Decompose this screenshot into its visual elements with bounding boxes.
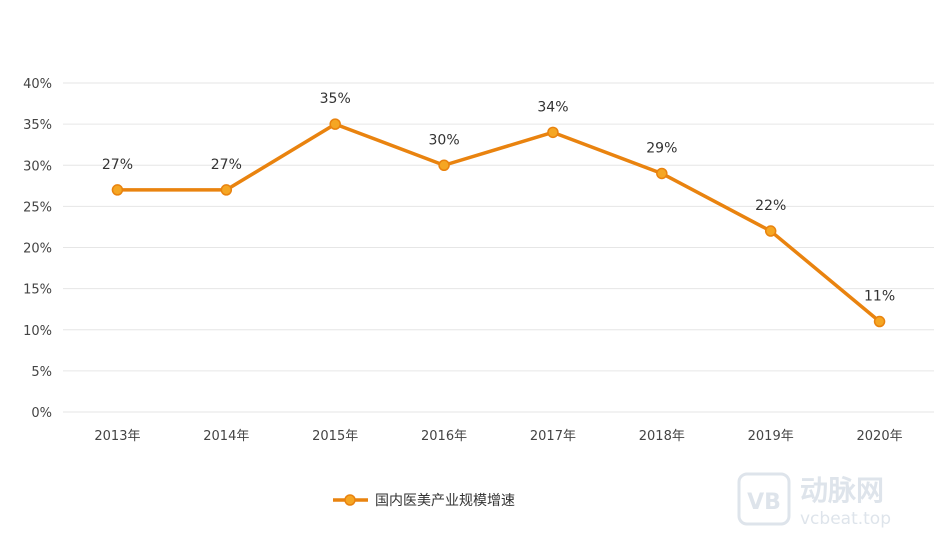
watermark-brand-cn: 动脉网	[800, 474, 884, 507]
data-point[interactable]	[656, 167, 668, 180]
legend-marker-swatch	[344, 494, 356, 506]
y-tick-label: 10%	[23, 324, 52, 339]
data-point[interactable]	[764, 225, 777, 237]
watermark: VB 动脉网 vcbeat.top	[737, 472, 891, 529]
x-tick-label: 2017年	[530, 429, 576, 444]
data-label: 30%	[429, 132, 460, 148]
y-tick-label: 15%	[23, 283, 52, 298]
data-point[interactable]	[220, 184, 233, 196]
y-tick-label: 5%	[31, 365, 52, 380]
data-label: 35%	[320, 91, 351, 107]
y-tick-label: 25%	[23, 200, 52, 215]
x-axis-ticks: 2013年 2014年 2015年 2016年 2017年 2018年 2019年 2020年	[94, 429, 902, 444]
x-tick-label: 2016年	[421, 429, 467, 444]
data-label: 22%	[755, 198, 786, 214]
series-line-group	[111, 118, 886, 328]
y-tick-label: 35%	[23, 118, 52, 133]
watermark-brand-url: vcbeat.top	[800, 509, 891, 529]
watermark-logo-letter: VB	[747, 490, 781, 515]
data-labels: 27% 27% 35% 30% 34% 29% 22% 11%	[102, 91, 895, 304]
data-point[interactable]	[329, 118, 341, 130]
data-point[interactable]	[111, 184, 124, 196]
x-tick-label: 2014年	[203, 429, 249, 444]
data-label: 27%	[102, 157, 133, 173]
x-tick-label: 2018年	[639, 429, 685, 444]
x-tick-label: 2020年	[857, 429, 903, 444]
data-point[interactable]	[438, 159, 450, 171]
x-tick-label: 2013年	[94, 429, 140, 444]
y-axis-ticks: 0% 5% 10% 15% 20% 25% 30% 35% 40%	[23, 77, 52, 421]
data-label: 11%	[864, 289, 895, 305]
data-label: 27%	[211, 157, 242, 173]
y-tick-label: 30%	[23, 159, 52, 174]
gridlines	[63, 82, 934, 413]
series-line	[117, 122, 881, 323]
data-label: 29%	[646, 140, 677, 156]
data-point[interactable]	[873, 315, 886, 328]
x-tick-label: 2019年	[748, 429, 794, 444]
legend-label: 国内医美产业规模增速	[375, 493, 515, 509]
legend[interactable]: 国内医美产业规模增速	[333, 493, 515, 509]
y-tick-label: 0%	[31, 406, 52, 421]
y-tick-label: 40%	[23, 77, 52, 92]
x-tick-label: 2015年	[312, 429, 358, 444]
y-tick-label: 20%	[23, 242, 52, 257]
watermark-logo	[737, 472, 791, 526]
data-label: 34%	[537, 99, 568, 115]
data-point[interactable]	[547, 126, 559, 139]
